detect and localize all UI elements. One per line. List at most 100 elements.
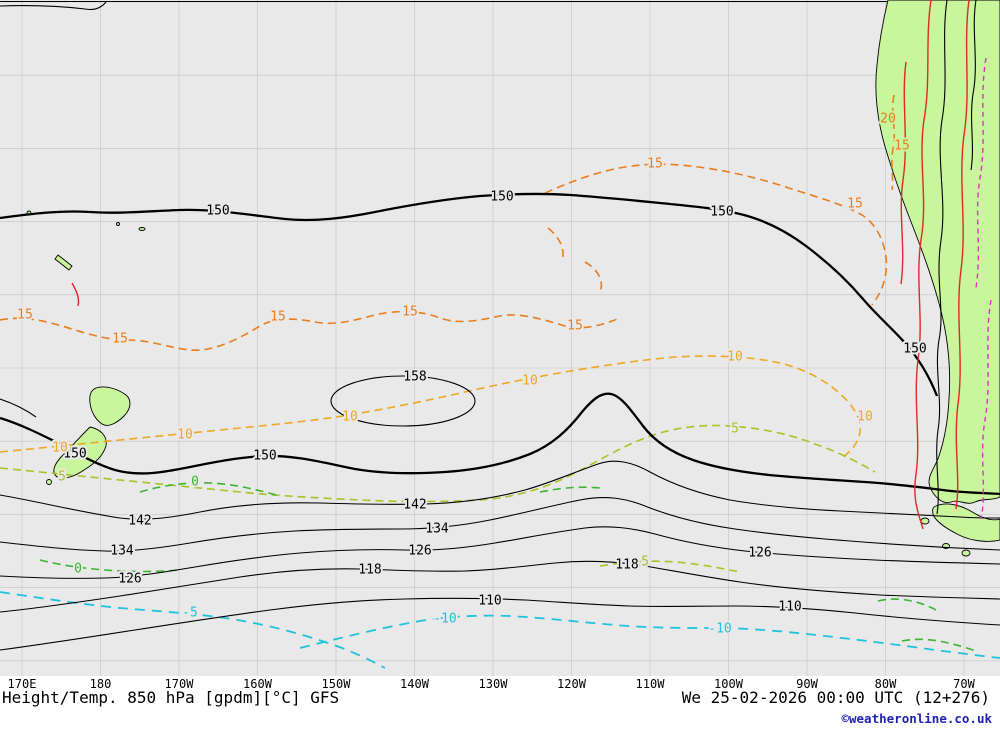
contour-label-0: 0 xyxy=(191,475,199,490)
longitude-label-170W: 170W xyxy=(164,677,194,691)
height-contour-left-fragment xyxy=(0,398,37,418)
contour-label--10: -10 xyxy=(708,622,731,637)
contour-label--5: -5 xyxy=(182,606,198,621)
temp-contour-5-fragment xyxy=(599,560,741,573)
contour-label-5: 5 xyxy=(641,555,649,570)
contour-label-126: 126 xyxy=(748,546,771,561)
run-datetime: We 25-02-2026 00:00 UTC (12+276) xyxy=(681,688,990,707)
contour-label-126: 126 xyxy=(408,544,431,559)
andes-magenta-contour xyxy=(980,299,992,520)
longitude-label-70W: 70W xyxy=(953,677,975,691)
temp-contour-0-fragment xyxy=(901,638,977,652)
contour-label-15: 15 xyxy=(647,157,663,172)
temp-contour-5 xyxy=(0,424,876,503)
grid-layer xyxy=(0,0,1000,676)
longitude-label-80W: 80W xyxy=(874,677,897,691)
longitude-label-160W: 160W xyxy=(243,677,272,691)
andes-height-contour xyxy=(936,0,948,515)
temp-contour-0-fragment xyxy=(39,559,181,573)
height-contour-134 xyxy=(0,497,1000,552)
temp-contour-15-fragment xyxy=(547,227,564,261)
contour-label-118: 118 xyxy=(358,563,381,578)
contour-label-142: 142 xyxy=(128,514,151,529)
contour-label--10: -10 xyxy=(433,612,456,627)
height-contour-topleft-fragment xyxy=(0,1,107,11)
contour-label-15: 15 xyxy=(402,305,418,320)
new-zealand-north-island xyxy=(89,386,131,426)
contour-label-134: 134 xyxy=(110,544,134,559)
contour-label-134: 134 xyxy=(425,522,449,537)
contour-label-10: 10 xyxy=(342,410,358,425)
longitude-label-170E: 170E xyxy=(7,677,37,691)
contour-label-118: 118 xyxy=(615,558,638,573)
height-contour-142 xyxy=(0,460,1000,520)
contour-label-110: 110 xyxy=(478,594,501,609)
contour-label-126: 126 xyxy=(118,572,141,587)
contour-label-15: 15 xyxy=(112,332,128,347)
copyright-link[interactable]: ©weatheronline.co.uk xyxy=(841,711,992,726)
temp-contour-0-fragment xyxy=(139,482,281,497)
height-contour-150-south xyxy=(0,392,1000,496)
contour-label-0: 0 xyxy=(74,562,82,577)
contour-label-15: 15 xyxy=(894,139,910,154)
longitude-label-180: 180 xyxy=(89,677,112,691)
contour-label-150: 150 xyxy=(253,449,276,464)
chilean-island xyxy=(961,549,971,557)
temp-contour-0-fragment xyxy=(877,598,939,612)
height-contour-150-north xyxy=(0,192,939,397)
height-contour-118 xyxy=(0,560,1000,613)
stewart-island xyxy=(46,479,52,485)
contour-label-10: 10 xyxy=(177,428,193,443)
contour-label-150: 150 xyxy=(206,204,229,219)
south-america-landmass xyxy=(875,0,1000,504)
land-layer xyxy=(26,0,1000,557)
height-contour-layer xyxy=(0,0,1000,651)
temp-contour-andes-fragment xyxy=(891,94,896,191)
longitude-label-100W: 100W xyxy=(714,677,743,691)
andes-red-contour xyxy=(955,0,970,510)
contour-label-142: 142 xyxy=(403,498,426,513)
chilean-island xyxy=(920,517,930,525)
tierra-del-fuego-islands xyxy=(932,503,1000,542)
contour-label-15: 15 xyxy=(847,197,863,212)
height-contour-110 xyxy=(0,597,1000,651)
longitude-label-130W: 130W xyxy=(478,677,508,691)
andes-red-contour xyxy=(914,0,932,530)
andes-magenta-contour xyxy=(975,57,987,289)
longitude-label-120W: 120W xyxy=(557,677,586,691)
contour-label-158: 158 xyxy=(403,370,426,385)
tropical-red-fragment xyxy=(71,282,80,307)
contour-label-5: 5 xyxy=(58,470,66,485)
longitude-label-90W: 90W xyxy=(796,677,818,691)
temperature-contour-layer xyxy=(0,94,1000,669)
contour-label-10: 10 xyxy=(857,410,873,425)
andes-height-contour xyxy=(970,0,977,171)
andes-red-contour xyxy=(900,61,907,285)
temp-contour-0-fragment xyxy=(539,486,601,493)
new-zealand-south-island xyxy=(53,426,107,479)
pacific-island xyxy=(138,227,146,231)
contour-label-15: 15 xyxy=(270,310,286,325)
contour-label-20: 20 xyxy=(880,112,896,127)
longitude-label-150W: 150W xyxy=(321,677,351,691)
contour-label-10: 10 xyxy=(522,374,538,389)
longitude-axis: 170E 180 170W 160W 150W 140W 130W 120W 110W 100W 9… xyxy=(0,676,1000,692)
longitude-label-110W: 110W xyxy=(635,677,665,691)
contour-label-15: 15 xyxy=(17,308,33,323)
map-area: 150 150 150 150 158 150 150 142 142 134 134 126 126 1… xyxy=(0,0,1000,676)
temp-contour-15-middle xyxy=(0,310,621,351)
contour-label-150: 150 xyxy=(490,190,513,205)
chart-title: Height/Temp. 850 hPa [gpdm][°C] GFS xyxy=(2,688,340,707)
height-contour-158-closed xyxy=(330,375,476,427)
pacific-island xyxy=(116,222,120,226)
contour-label-150: 150 xyxy=(63,447,86,462)
longitude-label-140W: 140W xyxy=(400,677,429,691)
contour-label-150: 150 xyxy=(903,342,926,357)
contour-label-5: 5 xyxy=(731,422,739,437)
contour-label-10: 10 xyxy=(727,350,743,365)
temp-contour-minus10 xyxy=(299,614,1000,659)
temp-contour-15-fragment xyxy=(584,261,603,293)
